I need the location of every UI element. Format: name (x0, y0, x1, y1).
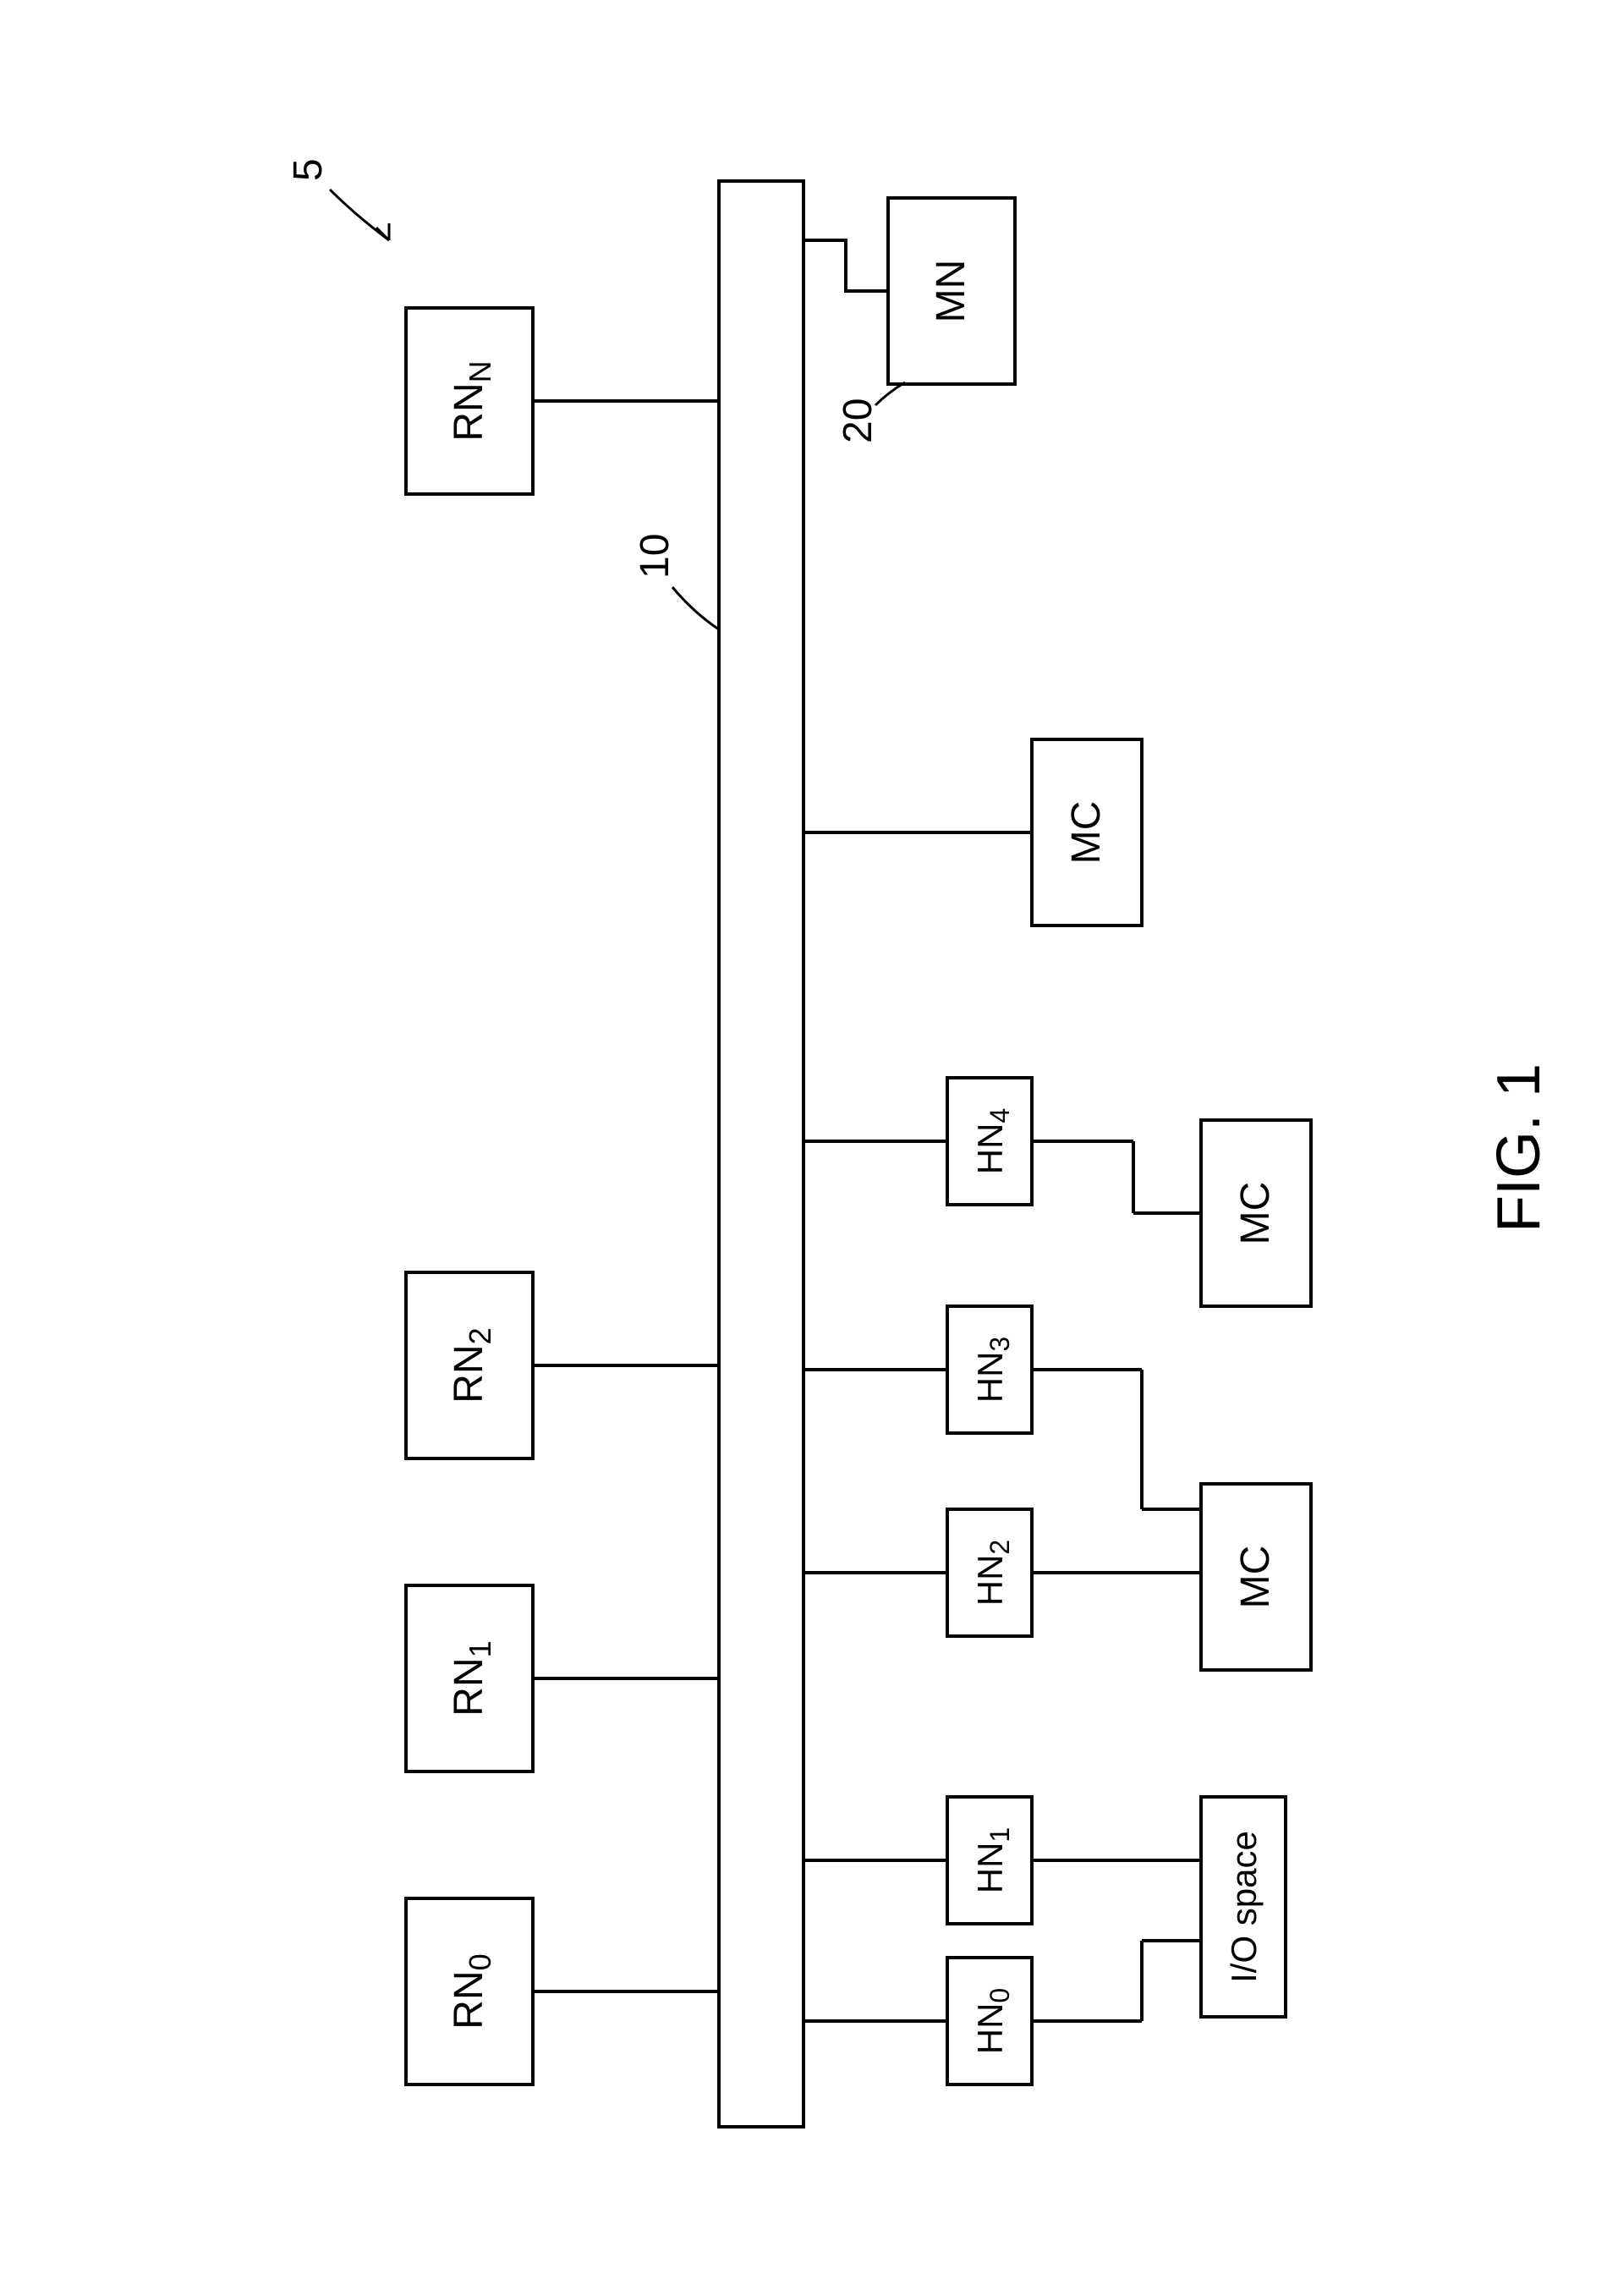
ref-5-label: 5 (286, 158, 331, 181)
bus-rect (719, 181, 804, 2127)
rn2-label: RN2 (447, 1327, 497, 1403)
ref-20-leader (875, 382, 905, 405)
mn-label: MN (929, 260, 974, 323)
hn0-label: HN0 (970, 1988, 1015, 2054)
io-label: I/O space (1224, 1831, 1264, 1983)
hn2-label: HN2 (970, 1540, 1015, 1606)
ref-20-label: 20 (836, 398, 880, 443)
mc1-label: MC (1233, 1546, 1278, 1609)
ref-10-label: 10 (633, 534, 677, 579)
mc3-label: MC (1064, 801, 1109, 865)
rn0-label: RN0 (447, 1953, 497, 2029)
hn1-label: HN1 (970, 1827, 1015, 1893)
mc2-label: MC (1233, 1182, 1278, 1245)
diagram-svg: RN0 RN1 RN2 RNN HN0 HN1 HN2 HN3 HN4 (0, 0, 1618, 2296)
figure-label: FIG. 1 (1485, 1063, 1553, 1233)
rnn-label: RNN (447, 360, 497, 441)
rn1-label: RN1 (447, 1640, 497, 1716)
hn3-label: HN3 (970, 1337, 1015, 1403)
ref-10-leader (672, 587, 719, 629)
hn4-label: HN4 (970, 1108, 1015, 1174)
mn-line (804, 240, 888, 291)
